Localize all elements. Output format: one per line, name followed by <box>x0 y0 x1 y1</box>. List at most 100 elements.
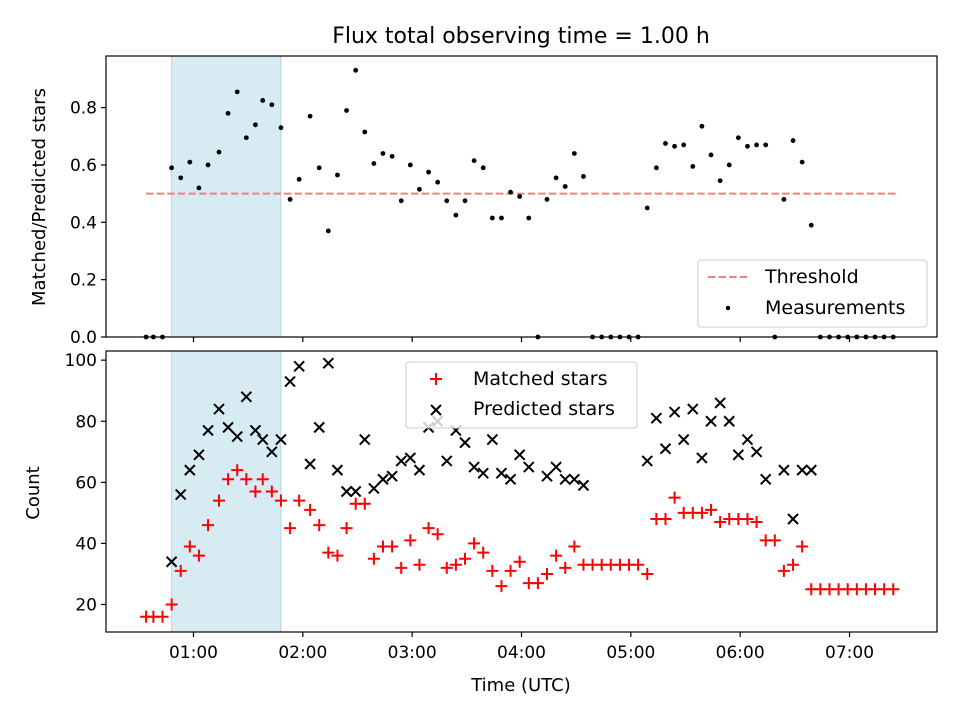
measurement-point <box>243 135 249 141</box>
matched-star-point <box>222 473 235 486</box>
measurement-point <box>187 159 193 165</box>
matched-star-point <box>331 549 344 562</box>
matched-star-point <box>249 485 262 498</box>
measurement-point <box>781 196 787 202</box>
bottom-y-tick-label: 100 <box>65 351 97 371</box>
matched-star-point <box>413 558 426 571</box>
measurement-point <box>344 108 349 113</box>
measurements-points <box>143 67 896 340</box>
bottom-y-tick-label: 40 <box>75 534 97 554</box>
measurement-point <box>169 165 175 171</box>
matched-star-point <box>768 534 781 547</box>
x-tick-label: 01:00 <box>169 643 218 663</box>
matched-star-point <box>504 564 517 577</box>
matched-star-point <box>641 567 654 580</box>
measurement-point <box>562 184 568 189</box>
measurement-point <box>581 174 586 179</box>
legend-measurements-label: Measurements <box>765 297 905 319</box>
top-y-tick-label: 0.6 <box>70 156 97 176</box>
measurement-point <box>398 198 404 204</box>
measurement-point <box>699 123 705 129</box>
top-y-ticks: 0.0 0.2 0.4 0.6 0.8 <box>70 99 106 348</box>
predicted-star-point <box>331 464 344 476</box>
matched-star-point <box>274 494 287 507</box>
matched-star-point <box>293 494 306 507</box>
predicted-star-point <box>750 446 763 458</box>
matched-star-point <box>395 561 408 574</box>
predicted-star-point <box>778 464 790 476</box>
matched-star-point <box>192 549 205 562</box>
matched-star-point <box>705 503 718 516</box>
top-y-tick-label: 0.2 <box>70 271 97 291</box>
measurement-point <box>296 176 302 182</box>
predicted-star-point <box>796 464 808 476</box>
top-legend: Threshold Measurements <box>697 259 928 328</box>
predicted-star-point <box>193 449 205 461</box>
matched-star-point <box>777 564 790 577</box>
predicted-star-point <box>759 473 772 485</box>
top-panel: 0.0 0.2 0.4 0.6 0.8 Flux total observing tim… <box>29 24 938 348</box>
predicted-star-point <box>165 556 178 568</box>
predicted-star-point <box>541 470 553 482</box>
predicted-star-point <box>677 433 690 446</box>
matched-star-point <box>358 497 371 510</box>
top-highlight-span <box>171 55 282 338</box>
bottom-legend-box <box>405 361 638 429</box>
predicted-star-point <box>322 357 335 369</box>
matched-star-point <box>449 558 462 571</box>
predicted-star-point <box>504 473 517 485</box>
predicted-star-point <box>349 485 362 498</box>
predicted-star-point <box>659 443 672 455</box>
predicted-star-point <box>459 436 471 449</box>
matched-star-point <box>459 552 472 565</box>
measurement-point <box>216 149 222 155</box>
matched-star-point <box>750 516 763 529</box>
measurement-point <box>260 98 266 103</box>
bottom-x-ticks: 01:00 02:00 03:00 04:00 05:00 06:00 07:00 <box>169 632 874 663</box>
measurement-point <box>462 198 468 204</box>
x-tick-label: 02:00 <box>278 643 327 663</box>
measurement-point <box>544 196 550 202</box>
measurement-point <box>526 215 532 221</box>
predicted-star-point <box>266 446 278 458</box>
x-tick-label: 04:00 <box>497 643 546 663</box>
predicted-star-point <box>340 485 353 498</box>
measurement-point <box>571 151 577 156</box>
predicted-star-point <box>523 461 535 473</box>
bottom-y-ticks: 20 40 60 80 100 <box>65 351 106 616</box>
measurement-point <box>808 222 814 228</box>
matched-star-point <box>559 561 572 574</box>
measurement-point <box>517 194 523 199</box>
measurement-point <box>763 142 769 148</box>
matched-star-point <box>486 564 499 577</box>
matched-star-point <box>367 552 380 565</box>
predicted-star-point <box>275 433 287 446</box>
matched-star-point <box>541 567 554 580</box>
measurement-point <box>508 189 513 195</box>
measurement-point <box>435 179 441 185</box>
bottom-y-tick-label: 20 <box>75 596 97 616</box>
legend-predicted-label: Predicted stars <box>473 398 615 420</box>
matched-star-point <box>404 534 417 547</box>
legend-predicted-swatch <box>430 404 442 416</box>
matched-star-point <box>431 528 444 541</box>
matched-star-point <box>568 540 581 553</box>
predicted-star-point <box>687 403 699 415</box>
predicted-star-point <box>550 461 562 473</box>
measurement-point <box>672 143 677 149</box>
measurement-point <box>480 165 486 171</box>
predicted-star-point <box>513 449 526 461</box>
matched-star-point <box>787 558 800 571</box>
matched-star-point <box>741 512 754 525</box>
measurement-point <box>287 196 293 202</box>
matched-star-point <box>550 549 563 562</box>
matched-stars-points <box>140 464 900 623</box>
top-axes-frame <box>105 55 938 338</box>
legend-matched-swatch <box>430 373 442 385</box>
top-y-tick-label: 0.0 <box>70 328 97 348</box>
measurement-point <box>178 175 184 181</box>
predicted-star-point <box>222 421 234 434</box>
predicted-star-point <box>293 360 305 372</box>
